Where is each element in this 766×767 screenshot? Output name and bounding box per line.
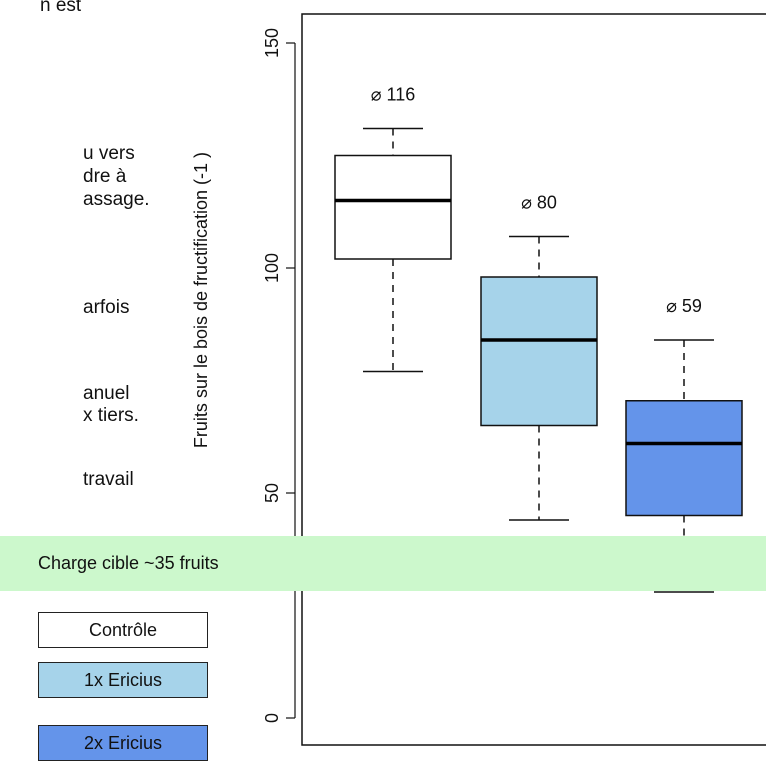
mean-label: ⌀ 59 <box>666 296 702 316</box>
y-tick-label: 150 <box>262 28 282 58</box>
y-tick-label: 0 <box>262 713 282 723</box>
legend-label: Contrôle <box>88 619 158 640</box>
text-fragment: assage. <box>83 189 150 210</box>
mean-label: ⌀ 80 <box>521 193 557 213</box>
text-fragment: travail <box>83 469 134 490</box>
text-fragment: dre à <box>83 166 127 187</box>
box-3 <box>625 400 743 517</box>
y-axis-label: Fruits sur le bois de fructification (-1… <box>191 152 211 448</box>
y-tick-label: 100 <box>262 253 282 283</box>
box-1 <box>334 154 452 260</box>
text-fragment: u vers <box>83 143 135 164</box>
legend-label: 1x Ericius <box>83 669 163 690</box>
plot-frame <box>301 13 766 746</box>
legend-label: 2x Ericius <box>83 732 163 753</box>
target-load-band: Charge cible ~35 fruits <box>0 536 766 591</box>
mean-label: ⌀ 116 <box>371 85 416 105</box>
legend-item-control: Contrôle <box>38 612 208 648</box>
box-2 <box>480 276 598 427</box>
text-fragment: x tiers. <box>83 405 139 426</box>
target-load-label: Charge cible ~35 fruits <box>38 553 219 573</box>
text-fragment: anuel <box>83 383 130 404</box>
legend-item-2x-ericius: 2x Ericius <box>38 725 208 761</box>
legend-item-1x-ericius: 1x Ericius <box>38 662 208 698</box>
text-fragment: arfois <box>83 297 130 318</box>
y-tick-label: 50 <box>262 483 282 503</box>
text-fragment: n est <box>40 0 82 16</box>
